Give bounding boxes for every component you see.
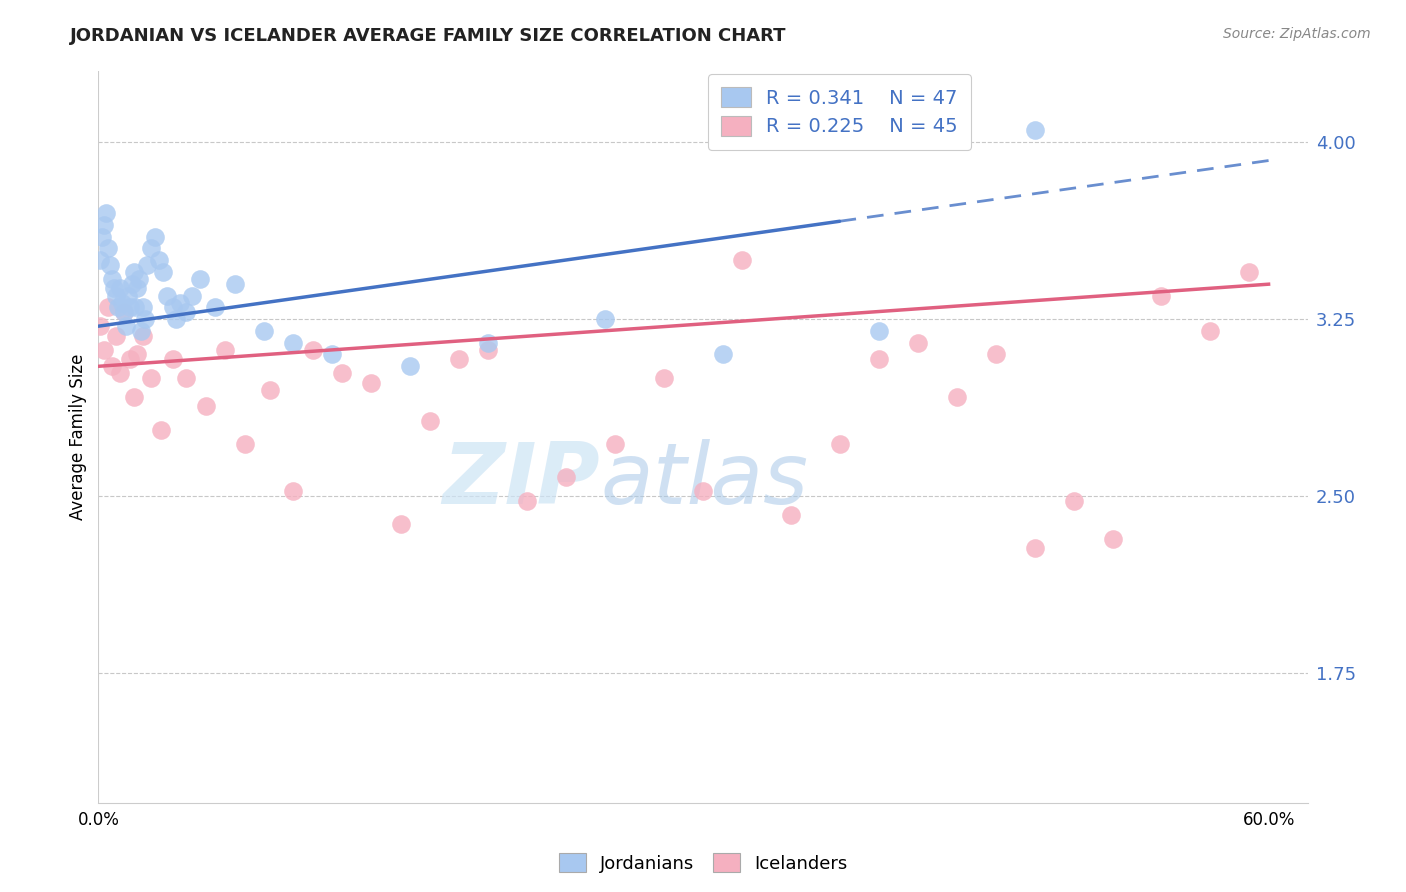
Point bbox=[321, 347, 343, 361]
Point bbox=[131, 324, 153, 338]
Point bbox=[149, 423, 172, 437]
Point bbox=[97, 301, 120, 315]
Point bbox=[101, 359, 124, 374]
Point bbox=[731, 253, 754, 268]
Point bbox=[259, 383, 281, 397]
Point bbox=[214, 343, 236, 357]
Point bbox=[330, 367, 353, 381]
Point bbox=[907, 335, 929, 350]
Text: JORDANIAN VS ICELANDER AVERAGE FAMILY SIZE CORRELATION CHART: JORDANIAN VS ICELANDER AVERAGE FAMILY SI… bbox=[70, 27, 787, 45]
Point bbox=[516, 493, 538, 508]
Point bbox=[360, 376, 382, 390]
Point bbox=[108, 281, 131, 295]
Point bbox=[103, 281, 125, 295]
Point bbox=[595, 312, 617, 326]
Point bbox=[117, 288, 139, 302]
Point bbox=[389, 517, 412, 532]
Point bbox=[107, 301, 129, 315]
Point bbox=[652, 371, 675, 385]
Point bbox=[127, 347, 149, 361]
Point bbox=[96, 206, 118, 220]
Point bbox=[97, 241, 120, 255]
Point bbox=[104, 288, 127, 302]
Point bbox=[162, 301, 184, 315]
Point bbox=[1237, 265, 1260, 279]
Point bbox=[112, 305, 135, 319]
Point bbox=[165, 312, 187, 326]
Point bbox=[1024, 541, 1046, 555]
Point bbox=[122, 390, 145, 404]
Point bbox=[118, 301, 141, 315]
Point bbox=[945, 390, 967, 404]
Y-axis label: Average Family Size: Average Family Size bbox=[69, 354, 87, 520]
Point bbox=[108, 367, 131, 381]
Point bbox=[93, 343, 115, 357]
Point bbox=[1063, 493, 1085, 508]
Point bbox=[89, 253, 111, 268]
Point bbox=[121, 277, 143, 291]
Point bbox=[984, 347, 1007, 361]
Point bbox=[253, 324, 276, 338]
Point bbox=[174, 305, 197, 319]
Point bbox=[828, 437, 851, 451]
Text: ZIP: ZIP bbox=[443, 440, 600, 523]
Point bbox=[233, 437, 256, 451]
Point bbox=[692, 484, 714, 499]
Point bbox=[118, 352, 141, 367]
Point bbox=[1101, 532, 1123, 546]
Point bbox=[101, 272, 124, 286]
Point bbox=[148, 253, 170, 268]
Point bbox=[156, 288, 179, 302]
Point bbox=[128, 272, 150, 286]
Point bbox=[122, 265, 145, 279]
Point bbox=[162, 352, 184, 367]
Point bbox=[134, 312, 156, 326]
Point bbox=[711, 347, 734, 361]
Legend: Jordanians, Icelanders: Jordanians, Icelanders bbox=[550, 844, 856, 881]
Point bbox=[302, 343, 325, 357]
Point bbox=[93, 218, 115, 232]
Point bbox=[89, 319, 111, 334]
Point bbox=[419, 413, 441, 427]
Point bbox=[136, 258, 159, 272]
Point bbox=[1150, 288, 1173, 302]
Point bbox=[283, 335, 305, 350]
Point bbox=[98, 258, 121, 272]
Point bbox=[283, 484, 305, 499]
Point bbox=[188, 272, 211, 286]
Point bbox=[204, 301, 226, 315]
Point bbox=[194, 400, 217, 414]
Point bbox=[139, 241, 162, 255]
Point bbox=[132, 301, 155, 315]
Point bbox=[477, 335, 499, 350]
Point bbox=[111, 295, 134, 310]
Text: atlas: atlas bbox=[600, 440, 808, 523]
Point bbox=[868, 324, 890, 338]
Point bbox=[143, 229, 166, 244]
Point bbox=[779, 508, 801, 522]
Point bbox=[112, 305, 135, 319]
Point bbox=[449, 352, 471, 367]
Point bbox=[224, 277, 246, 291]
Point bbox=[91, 229, 114, 244]
Point bbox=[1024, 123, 1046, 137]
Point bbox=[605, 437, 627, 451]
Point bbox=[174, 371, 197, 385]
Point bbox=[181, 288, 204, 302]
Point bbox=[127, 281, 149, 295]
Point bbox=[139, 371, 162, 385]
Text: Source: ZipAtlas.com: Source: ZipAtlas.com bbox=[1223, 27, 1371, 41]
Point bbox=[555, 470, 578, 484]
Point bbox=[1199, 324, 1222, 338]
Point bbox=[399, 359, 422, 374]
Point bbox=[132, 328, 155, 343]
Point bbox=[868, 352, 890, 367]
Point bbox=[114, 319, 136, 334]
Point bbox=[152, 265, 174, 279]
Point bbox=[104, 328, 127, 343]
Point bbox=[124, 301, 146, 315]
Point bbox=[477, 343, 499, 357]
Point bbox=[169, 295, 191, 310]
